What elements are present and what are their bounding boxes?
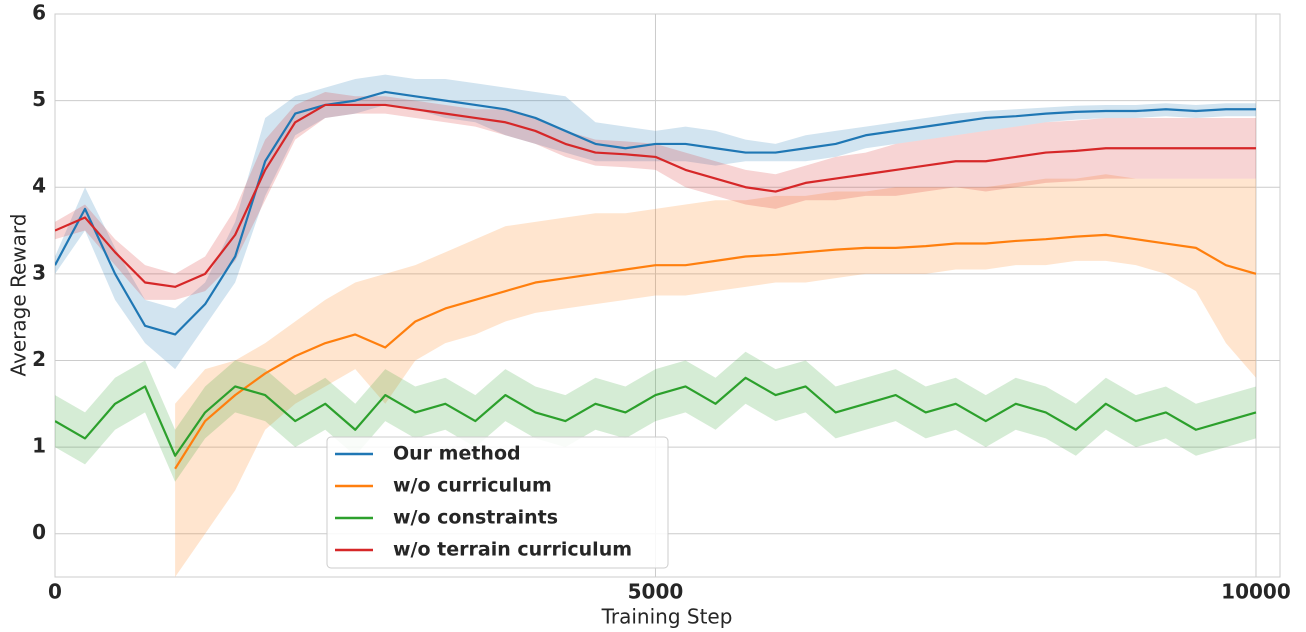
x-tick-label: 5000 <box>628 580 684 604</box>
y-tick-label: 0 <box>32 520 46 544</box>
legend-label: w/o terrain curriculum <box>393 539 632 561</box>
confidence-band <box>55 74 1256 370</box>
y-tick-label: 2 <box>32 347 46 371</box>
legend-box <box>326 436 669 569</box>
x-tick-label: 10000 <box>1221 580 1291 604</box>
series-line <box>55 376 1257 457</box>
x-axis-label: Training Step <box>601 605 733 629</box>
legend-label: w/o curriculum <box>393 475 552 497</box>
confidence-band <box>175 174 1256 577</box>
confidence-band <box>55 91 1256 300</box>
legend: Our method w/o curriculum w/o constraints w… <box>326 436 669 569</box>
y-tick-label: 3 <box>32 260 46 284</box>
y-axis-label: Average Reward <box>7 214 31 377</box>
y-tick-label: 6 <box>32 1 46 25</box>
x-tick-label: 0 <box>48 580 62 604</box>
lines <box>55 90 1257 470</box>
y-tick-label: 4 <box>32 174 46 198</box>
y-tick-label: 5 <box>32 87 46 111</box>
y-tick-label: 1 <box>32 434 46 458</box>
legend-label: Our method <box>393 443 521 465</box>
series-line <box>174 233 1257 470</box>
series-line <box>55 103 1256 288</box>
grid <box>54 13 1280 577</box>
legend-label: w/o constraints <box>393 507 558 529</box>
